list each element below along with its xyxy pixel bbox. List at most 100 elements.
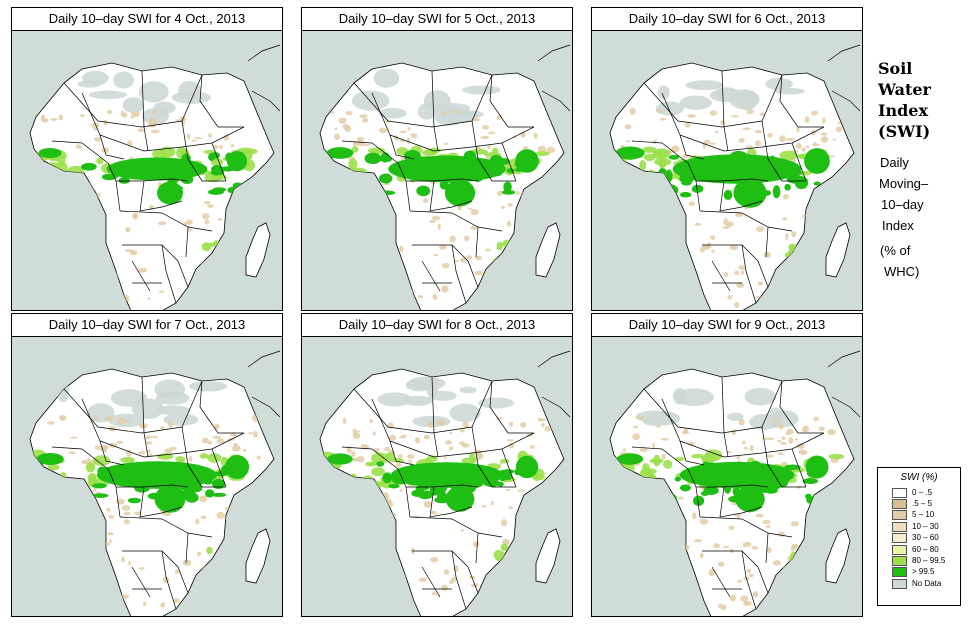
dry-speckle [544, 179, 548, 186]
dry-speckle [229, 433, 238, 437]
wet-patch [123, 170, 137, 179]
dry-speckle [462, 421, 469, 428]
dry-speckle [42, 252, 50, 258]
dry-speckle [635, 519, 642, 525]
country-border [115, 180, 121, 212]
wet-patch [151, 158, 159, 164]
dry-speckle [513, 269, 522, 275]
wet-patch [489, 154, 504, 168]
panel-title: Daily 10–day SWI for 6 Oct., 2013 [591, 7, 863, 31]
dry-speckle [242, 449, 247, 452]
dry-speckle [505, 489, 511, 492]
dry-speckle [786, 602, 796, 609]
dry-speckle [734, 270, 740, 276]
dry-speckle [709, 110, 718, 116]
dry-speckle [213, 144, 219, 150]
no-data-patch [459, 110, 484, 119]
country-border [119, 210, 213, 232]
dry-speckle [484, 248, 492, 252]
no-data-patch [714, 87, 740, 100]
country-border [695, 486, 701, 518]
dry-speckle [115, 301, 119, 308]
dry-speckle [742, 127, 751, 131]
dry-speckle [498, 590, 502, 594]
dry-speckle [756, 226, 765, 233]
country-border [475, 226, 479, 258]
moist-patch [349, 473, 358, 484]
country-border [353, 74, 493, 128]
dry-speckle [230, 143, 235, 148]
dry-speckle [352, 141, 358, 148]
country-border [643, 74, 783, 128]
wet-patch [501, 469, 515, 474]
wet-patch [207, 189, 224, 195]
country-border [211, 448, 227, 488]
dry-speckle [43, 558, 49, 565]
wet-patch [732, 485, 740, 497]
dry-speckle [699, 518, 709, 525]
dry-speckle [147, 297, 151, 300]
dry-speckle [634, 202, 642, 210]
dry-speckle [96, 290, 102, 294]
dry-speckle [194, 136, 203, 140]
dry-speckle [526, 524, 534, 531]
moist-patch [497, 265, 502, 275]
country-border [643, 380, 783, 434]
dry-speckle [207, 579, 214, 584]
legend-item: 30 – 60 [892, 533, 960, 544]
no-data-patch [657, 85, 670, 100]
wet-patch [427, 475, 435, 481]
dry-speckle [717, 561, 725, 567]
dry-speckle [533, 132, 538, 139]
dry-speckle [755, 296, 764, 299]
moist-patch [649, 458, 664, 464]
dry-speckle [214, 423, 220, 430]
dry-speckle [72, 273, 82, 280]
dry-speckle [57, 188, 61, 191]
wet-patch [211, 478, 226, 489]
dry-speckle [122, 594, 129, 599]
no-data-patch [113, 71, 134, 89]
dry-speckle [216, 511, 225, 519]
dry-speckle [372, 299, 378, 307]
dry-speckle [736, 455, 740, 460]
africa-map-svg [319, 350, 571, 616]
wet-patch [427, 165, 445, 175]
dry-speckle [230, 533, 238, 539]
dry-speckle [524, 585, 533, 593]
dry-speckle [708, 142, 716, 145]
dry-speckle [780, 441, 787, 445]
moist-patch [649, 480, 663, 487]
dry-speckle [381, 183, 391, 186]
wet-patch [118, 177, 130, 184]
dry-speckle [339, 223, 347, 229]
country-border [421, 566, 441, 598]
dry-speckle [58, 207, 67, 211]
dry-speckle [518, 279, 522, 286]
no-data-patch [462, 85, 501, 95]
dry-speckle [358, 490, 363, 496]
dry-speckle [767, 281, 776, 284]
dry-speckle [801, 299, 806, 306]
dry-speckle [537, 145, 546, 153]
dry-speckle [174, 569, 180, 574]
legend-label: 5 – 10 [912, 510, 935, 520]
dry-speckle [248, 432, 253, 435]
dry-speckle [360, 444, 368, 447]
country-border [741, 550, 757, 610]
country-border [371, 92, 415, 160]
country-border [711, 260, 731, 292]
dry-speckle [360, 495, 365, 503]
dry-speckle [796, 284, 803, 290]
moist-patch [326, 173, 333, 183]
dry-speckle [358, 183, 367, 186]
dry-speckle [630, 285, 638, 290]
dry-speckle [338, 259, 342, 266]
dry-speckle [688, 201, 695, 207]
dry-speckle [399, 489, 403, 493]
dry-speckle [221, 297, 226, 303]
moist-patch [199, 453, 208, 459]
dry-speckle [671, 208, 679, 211]
dry-speckle [801, 147, 806, 152]
dry-speckle [258, 599, 263, 602]
